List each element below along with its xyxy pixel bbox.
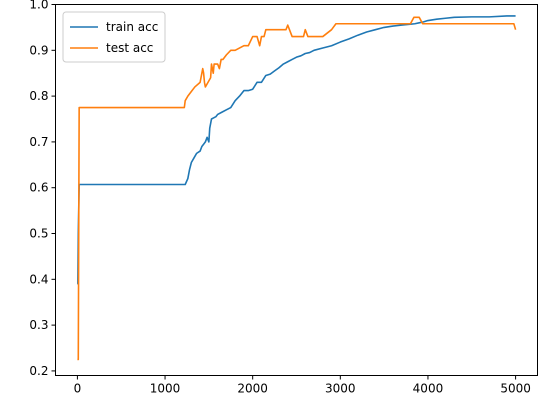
y-tick-label: 0.6	[29, 181, 48, 195]
y-tick-label: 0.2	[29, 364, 48, 378]
y-tick-label: 1.0	[29, 0, 48, 12]
x-tick-label: 1000	[150, 382, 181, 396]
legend: train acc test acc	[62, 11, 166, 63]
x-tick-label: 4000	[413, 382, 444, 396]
series-lines	[77, 15, 517, 361]
y-tick-label: 0.4	[29, 272, 48, 286]
legend-box	[62, 11, 166, 63]
y-tick-label: 0.3	[29, 318, 48, 332]
y-tick-label: 0.5	[29, 227, 48, 241]
x-tick-label: 0	[74, 382, 82, 396]
y-tick-label: 0.8	[29, 89, 48, 103]
series-line-test-acc	[77, 16, 517, 361]
y-tick-label: 0.7	[29, 135, 48, 149]
legend-label-train-acc: train acc	[106, 20, 158, 34]
x-axis-ticks: 0 1000 2000 3000 4000 5000	[74, 375, 531, 396]
x-tick-label: 2000	[237, 382, 268, 396]
x-tick-label: 3000	[325, 382, 356, 396]
y-tick-label: 0.9	[29, 43, 48, 57]
legend-label-test-acc: test acc	[106, 41, 153, 55]
x-tick-label: 5000	[500, 382, 531, 396]
plot-frame	[55, 4, 538, 376]
y-axis-ticks: 0.2 0.3 0.4 0.5 0.6 0.7 0.8 0.9 1.0	[29, 0, 56, 378]
